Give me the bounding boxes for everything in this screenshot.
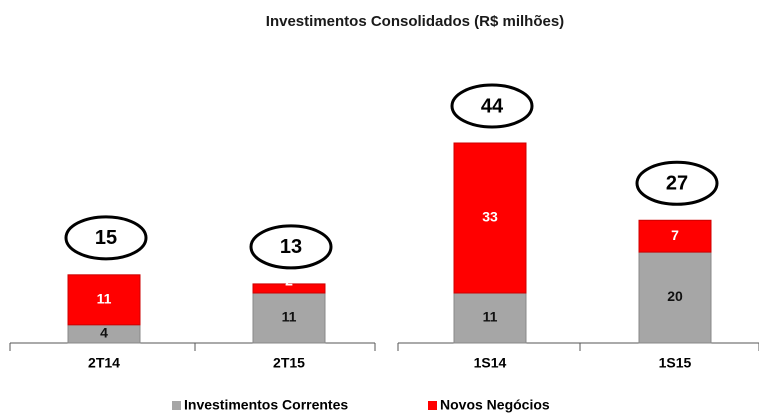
x-tick-label: 2T15 (273, 355, 305, 371)
bar-segment (453, 292, 527, 344)
x-tick-label: 1S14 (474, 355, 507, 371)
value-label: 33 (482, 209, 498, 225)
value-label: 4 (100, 325, 108, 341)
total-label: 44 (481, 95, 504, 117)
legend-swatch (172, 401, 181, 410)
bar-segment (67, 274, 141, 326)
value-label: 7 (671, 227, 679, 243)
total-label: 13 (280, 236, 302, 258)
total-label: 15 (95, 227, 117, 249)
bar-segment (638, 251, 712, 344)
value-label: 20 (667, 288, 683, 304)
total-ellipse (450, 83, 534, 129)
value-label: 11 (483, 309, 498, 325)
legend-label: Novos Negócios (440, 397, 550, 413)
total-ellipse (635, 160, 719, 206)
total-ellipse (249, 224, 333, 270)
value-label: 11 (282, 309, 297, 325)
bar-segment (252, 292, 326, 344)
x-tick-label: 1S15 (659, 355, 692, 371)
legend-label: Investimentos Correntes (184, 397, 348, 413)
bar-segment (638, 219, 712, 253)
value-label: 11 (97, 291, 112, 307)
bar-segment (453, 142, 527, 294)
bar-segment (252, 283, 326, 294)
chart-title: Investimentos Consolidados (R$ milhões) (266, 13, 564, 30)
value-label: 2 (285, 273, 293, 289)
total-label: 27 (666, 173, 688, 195)
legend-swatch (428, 401, 437, 410)
x-tick-label: 2T14 (88, 355, 120, 371)
total-ellipse (64, 215, 148, 261)
